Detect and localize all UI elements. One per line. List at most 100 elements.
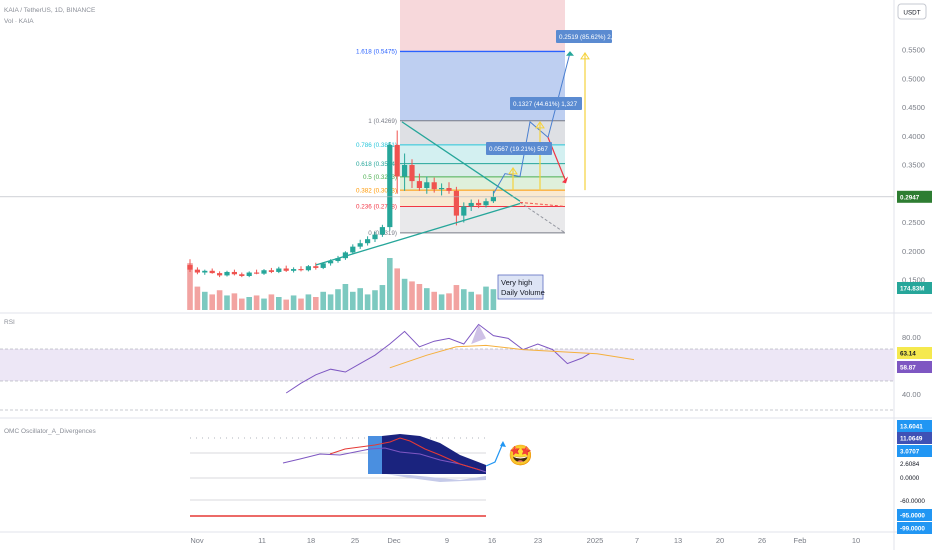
volume-bar [290,295,297,310]
bearish-arrow-head [562,176,568,184]
volume-bar [364,294,371,310]
volume-bar [224,295,230,310]
osc-badge-bg [897,522,932,534]
price-tick-label: 0.2000 [902,247,925,256]
rsi-tick-label: 40.00 [902,390,921,399]
currency-button-bg [897,3,927,20]
target-label-box [510,97,582,110]
price-tick-label: 0.5500 [902,46,925,55]
star-struck-emoji: 🤩 [508,444,533,467]
volume-bar [298,298,304,310]
candle-body [254,272,260,274]
volume-bar [350,291,356,310]
fib-zone [400,163,565,177]
candle-body [268,270,274,272]
candle-body [365,239,371,244]
osc-badge-bg [897,432,932,444]
time-tick-label: 23 [534,536,542,545]
volume-bar [416,284,423,310]
volume-bar [187,263,193,310]
candle-body [453,190,459,216]
fib-level-label: 0.786 (0.3851) [356,142,397,149]
candle-body [490,196,496,202]
volume-badge: 174.83M [900,286,925,293]
bullish-arrow-head [566,51,574,56]
candle-body [209,270,215,274]
rsi-ma-badge: 58.87 [900,365,916,372]
volume-bar [335,289,341,310]
currency-button[interactable]: USDT [897,3,927,20]
candle-body [439,188,445,190]
time-tick-label: 20 [716,536,724,545]
projection-dashed-line [519,201,566,234]
candle-body [194,269,200,273]
time-tick-label: Feb [794,536,807,545]
fib-level-label: 0.236 (0.2778) [356,204,397,211]
candle-body [409,165,415,182]
target-label-box [556,30,612,43]
volume-bar [468,291,474,310]
time-axis: Nov 11 18 25 Dec 9 16 23 2025 7 13 20 26 Feb 10 [190,536,860,545]
candle-body [291,269,297,271]
osc-line-red [329,437,481,471]
fib-level-label: 0.382 (0.3063) [356,187,397,194]
volume-bar [461,289,467,310]
volume-bar [453,285,460,310]
time-tick-label: Nov [190,536,204,545]
volume-bar [357,288,363,310]
time-tick-label: 11 [258,536,266,545]
price-tick-label: 0.3500 [902,161,925,170]
time-tick-label: 25 [351,536,359,545]
candle-body [402,165,408,177]
volume-note-line1: Very high [501,278,532,287]
fib-zone [400,206,565,233]
volume-bar [438,294,445,310]
rsi-band [0,349,894,381]
rsi-value-badge: 63.14 [900,351,916,358]
candle-body [476,202,482,206]
fib-level-label: 1 (0.4269) [368,118,397,125]
candle-body [416,181,422,188]
volume-bar [483,286,489,310]
osc-badge: -60.0000 [900,498,925,505]
volume-bar [253,295,260,310]
candle-body [320,263,326,268]
volume-badge-bg [897,282,932,294]
volume-bar [320,291,326,310]
volume-bar [431,291,437,310]
candle-body [350,246,356,253]
target-label-box [486,142,552,155]
volume-note-line2: Daily Volume [501,288,545,297]
volume-line: Vol · KAIA [4,18,34,25]
candle-body [298,269,304,271]
candle-body [483,201,489,206]
candle-body [387,144,393,228]
candle-body [261,270,267,274]
price-tick-label: 0.4000 [902,132,925,141]
target-label: 0.0567 (19.21%) 567 [489,146,548,153]
candle-body [379,227,385,235]
candle-body [372,234,378,240]
volume-bar [231,293,238,310]
osc-histogram-area [382,434,486,474]
fib-level-label: 0.5 (0.3293) [363,174,397,181]
volume-bar [313,297,319,310]
volume-bar [268,294,275,310]
price-axis-ticks: 0.55000.50000.45000.40000.35000.30000.25… [902,46,925,285]
osc-badge: 13.6041 [900,424,923,431]
osc-badge: 2.6084 [900,461,920,468]
volume-bar [305,294,312,310]
volume-bar [283,299,289,310]
rsi-line [285,323,590,394]
time-tick-label: 2025 [587,536,604,545]
osc-title: OMC Oscillator_A_Divergences [4,428,97,435]
rsi-title: RSI [4,319,15,326]
price-tick-label: 0.4500 [902,103,925,112]
candle-body [217,273,223,276]
price-tick-label: 0.2500 [902,218,925,227]
time-tick-label: 16 [488,536,496,545]
volume-bar [202,291,208,310]
currency-button-label: USDT [903,10,920,17]
osc-badge: -99.0000 [900,526,925,533]
